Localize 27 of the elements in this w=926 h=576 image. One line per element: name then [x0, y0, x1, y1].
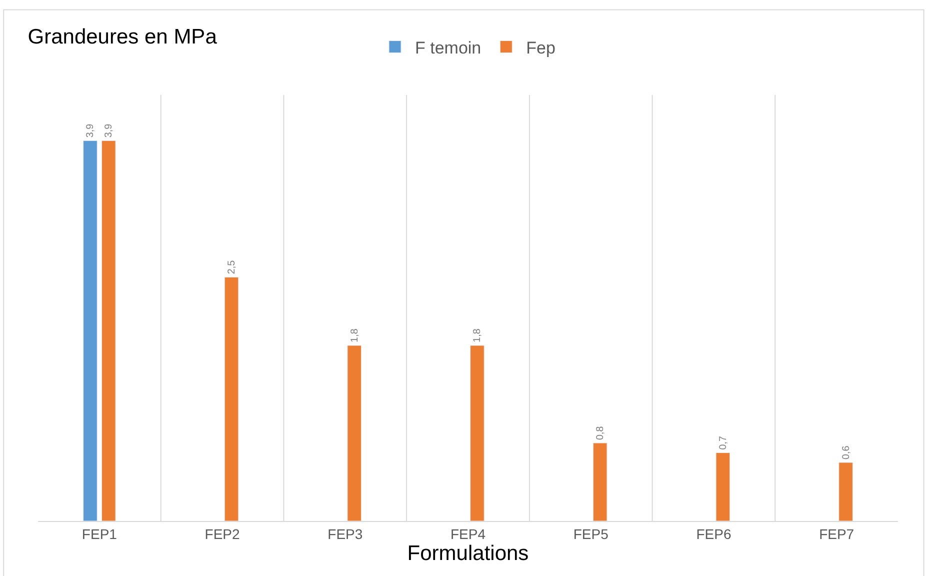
- data-label: 0,7: [718, 435, 729, 450]
- bar: [224, 276, 239, 521]
- legend-label: Fep: [526, 38, 556, 58]
- bar: [347, 345, 362, 521]
- x-tick-label: FEP6: [696, 526, 732, 542]
- data-label: 1,8: [472, 328, 484, 342]
- bar: [83, 140, 98, 521]
- x-tick-label: FEP1: [82, 526, 118, 542]
- data-label: 1,8: [349, 328, 360, 342]
- x-tick-label: FEP5: [573, 526, 609, 542]
- bar: [716, 452, 730, 521]
- data-label: 2,5: [226, 260, 238, 274]
- legend-label: F temoin: [415, 38, 482, 58]
- bar: [592, 442, 608, 521]
- x-tick-label: FEP4: [450, 526, 486, 542]
- bar: [470, 345, 484, 521]
- x-tick-label: FEP2: [204, 526, 240, 542]
- data-label: 0,6: [840, 445, 852, 460]
- bar: [101, 140, 116, 521]
- bar: [838, 462, 853, 521]
- x-tick-label: FEP3: [328, 526, 363, 542]
- x-tick-label: FEP7: [819, 526, 854, 542]
- data-label: 0,8: [595, 426, 606, 440]
- data-label: 3,9: [85, 123, 96, 138]
- data-label: 3,9: [104, 123, 115, 138]
- chart-title: Grandeures en MPa: [28, 26, 218, 48]
- x-axis-title: Formulations: [407, 542, 529, 565]
